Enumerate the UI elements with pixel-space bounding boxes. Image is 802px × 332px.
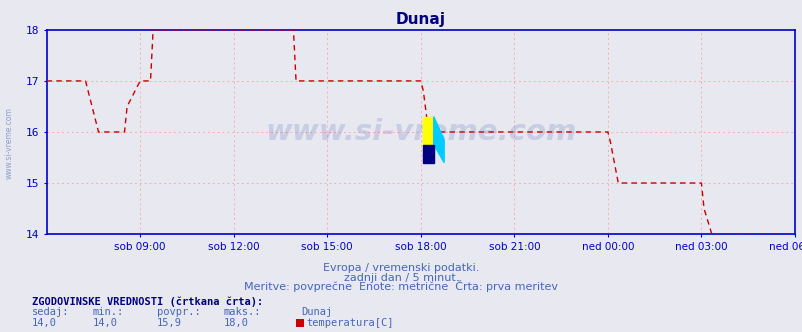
Text: 14,0: 14,0 <box>32 318 57 328</box>
Text: zadnji dan / 5 minut.: zadnji dan / 5 minut. <box>343 273 459 283</box>
Text: www.si-vreme.com: www.si-vreme.com <box>265 118 576 146</box>
Title: Dunaj: Dunaj <box>395 12 445 27</box>
Text: 18,0: 18,0 <box>223 318 248 328</box>
Text: www.si-vreme.com: www.si-vreme.com <box>5 107 14 179</box>
Text: sedaj:: sedaj: <box>32 307 70 317</box>
Text: temperatura[C]: temperatura[C] <box>306 318 394 328</box>
Text: maks.:: maks.: <box>223 307 261 317</box>
Text: 15,9: 15,9 <box>156 318 181 328</box>
Text: min.:: min.: <box>92 307 124 317</box>
Text: ZGODOVINSKE VREDNOSTI (črtkana črta):: ZGODOVINSKE VREDNOSTI (črtkana črta): <box>32 296 263 307</box>
Text: povpr.:: povpr.: <box>156 307 200 317</box>
Polygon shape <box>433 117 444 163</box>
Polygon shape <box>423 117 433 145</box>
Polygon shape <box>423 145 433 163</box>
Text: Meritve: povprečne  Enote: metrične  Črta: prva meritev: Meritve: povprečne Enote: metrične Črta:… <box>244 281 558 292</box>
Text: Dunaj: Dunaj <box>301 307 332 317</box>
Text: 14,0: 14,0 <box>92 318 117 328</box>
Text: Evropa / vremenski podatki.: Evropa / vremenski podatki. <box>323 263 479 273</box>
